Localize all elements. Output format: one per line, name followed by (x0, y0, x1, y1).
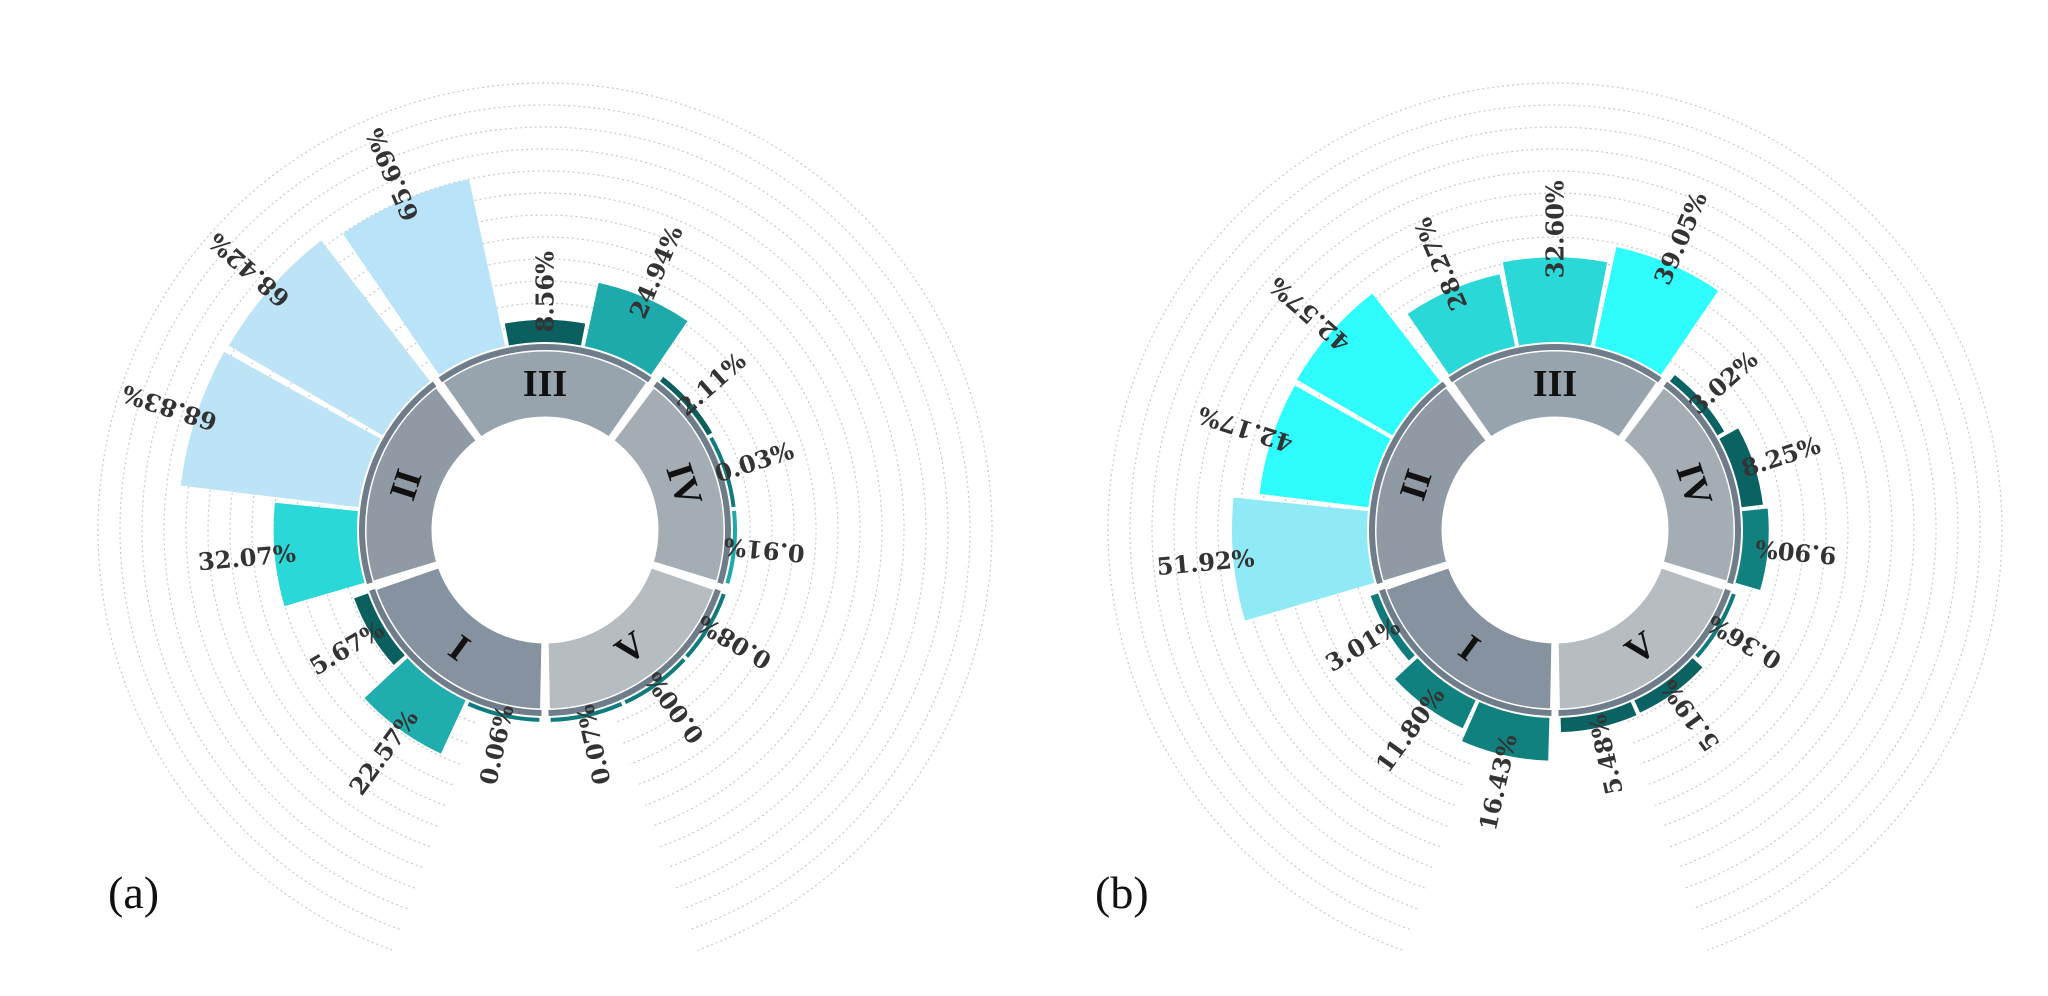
value-label: 5.67% (304, 615, 389, 682)
bar (504, 319, 586, 346)
grid-arc (1195, 170, 1915, 868)
sector-segment-iv (610, 384, 727, 585)
value-label: 68.42% (202, 227, 295, 314)
value-label: 39.05% (1648, 187, 1713, 289)
panel-b-label: (b) (1095, 867, 1149, 918)
value-label: 68.83% (118, 379, 220, 437)
sector-edge (1448, 343, 1662, 383)
value-label: 8.25% (1738, 430, 1824, 483)
value-label: 0.36% (1702, 609, 1787, 676)
sector-edge (1369, 381, 1447, 585)
value-label: 0.00% (639, 666, 710, 749)
value-label: 0.08% (692, 609, 777, 676)
bar (1634, 658, 1703, 713)
value-label: 65.69% (359, 124, 424, 226)
bar (1407, 274, 1516, 375)
value-label: 22.57% (343, 704, 424, 800)
bar (1560, 702, 1637, 733)
value-label: 3.01% (1320, 611, 1405, 678)
bar (228, 240, 431, 436)
bar (342, 179, 506, 375)
bar (1394, 658, 1476, 729)
grid-arc (1217, 192, 1893, 848)
grid-arcs (97, 82, 993, 951)
bar (1296, 293, 1441, 436)
value-label: 5.48% (1583, 712, 1629, 798)
sector-edge (1558, 588, 1731, 716)
value-label: 0.06% (473, 702, 519, 788)
value-label: 24.94% (623, 221, 688, 323)
sector-edge (1663, 381, 1741, 585)
sector-segment-iii (439, 348, 651, 441)
bar (1719, 428, 1763, 508)
grid-arc (97, 82, 993, 951)
bar (273, 502, 365, 607)
sector-segment-ii (363, 384, 480, 585)
sector-edge (369, 588, 542, 716)
value-label: 5.19% (1654, 674, 1725, 757)
bar (725, 510, 737, 584)
sector-edge (1379, 588, 1552, 716)
bar (709, 436, 736, 508)
value-label: 32.60% (1541, 180, 1570, 278)
value-label: 0.91% (722, 532, 806, 568)
value-label: 3.02% (1683, 345, 1763, 421)
sector-edge (548, 588, 721, 716)
bar (584, 282, 688, 375)
bar (1594, 247, 1719, 375)
value-label: 0.07% (570, 702, 616, 788)
bar (180, 351, 381, 508)
bar (550, 702, 623, 722)
bar (1462, 702, 1550, 761)
grid-arc (141, 126, 949, 910)
bar (467, 702, 540, 722)
grid-arc (229, 214, 861, 827)
grid-arc (1349, 324, 1761, 724)
bar (1695, 593, 1736, 658)
bar (1232, 497, 1375, 621)
bar (364, 658, 466, 754)
bar (685, 593, 726, 658)
grid-arc (1151, 126, 1959, 910)
panel-a-label: (a) (108, 867, 159, 918)
panel-b: (b) I16.43%11.80%3.01%II51.92%42.17%42.5… (1095, 82, 2003, 951)
bar (1502, 257, 1608, 346)
bar (1370, 593, 1415, 661)
bar (624, 658, 686, 705)
sector-edge (359, 381, 437, 585)
grid-arc (207, 192, 883, 848)
sector-label-iii: III (523, 363, 567, 405)
grid-arc (1129, 104, 1981, 930)
bar (1259, 385, 1391, 508)
grid-arc (339, 324, 751, 724)
grid-arc (1239, 214, 1871, 827)
value-label: 9.90% (1754, 534, 1838, 570)
bar (659, 376, 713, 436)
sector-edge (438, 344, 652, 383)
value-label: 11.80% (1369, 681, 1450, 777)
sector-edge (653, 381, 731, 585)
panel-a: (a) I0.06%22.57%5.67%II32.07%68.83%68.42… (97, 82, 993, 951)
bar (1669, 375, 1725, 436)
bar (1735, 508, 1769, 590)
sector-label-iii: III (1533, 363, 1577, 405)
grid-arc (1107, 82, 2003, 951)
grid-arc (119, 104, 971, 930)
value-label: 42.17% (1194, 400, 1296, 458)
value-label: 8.56% (531, 251, 560, 332)
grid-arc (273, 258, 817, 786)
value-label: 42.57% (1263, 271, 1356, 358)
bar (354, 593, 405, 666)
grid-arc (185, 170, 905, 868)
